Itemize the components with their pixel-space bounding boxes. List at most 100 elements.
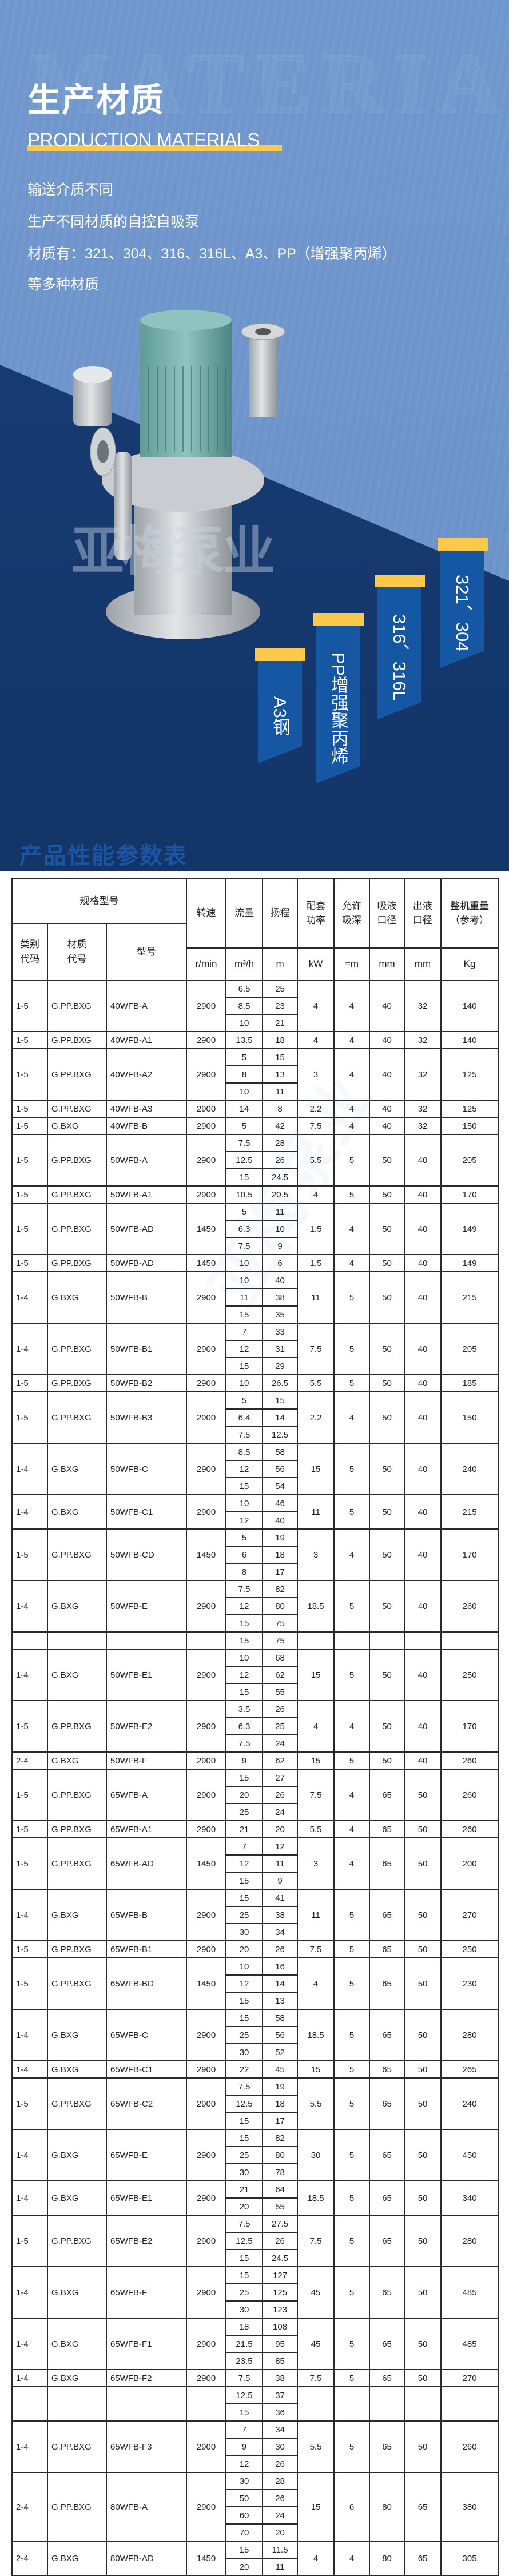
flow-cell: 12 — [225, 1974, 264, 1993]
tag-label: 316、316L — [377, 587, 421, 719]
table-row: 15 75 — [11, 1631, 499, 1650]
power-cell — [297, 1631, 335, 1650]
head-cell: 41 — [262, 1889, 299, 1907]
inlet-cell: 50 — [369, 1374, 405, 1392]
speed-cell: 2900 — [186, 1940, 227, 1958]
flow-cell: 20 — [225, 1786, 264, 1804]
outlet-cell: 32 — [404, 1117, 442, 1135]
power-cell: 7.5 — [297, 1323, 335, 1375]
flow-cell: 12.5 — [225, 2232, 264, 2250]
power-cell: 4 — [297, 980, 335, 1032]
head-cell: 24 — [262, 1803, 299, 1821]
flow-cell: 60 — [225, 2506, 264, 2525]
weight-cell: 340 — [440, 2180, 499, 2216]
suction-lift-cell: 5 — [333, 1649, 371, 1701]
weight-cell: 200 — [440, 1837, 499, 1890]
material-tag-321-304: 321、304 — [438, 538, 488, 668]
head-cell: 24.5 — [262, 1168, 299, 1187]
head-cell: 26 — [262, 1151, 299, 1169]
power-cell: 1.5 — [297, 1254, 335, 1272]
head-cell: 6 — [262, 1254, 299, 1272]
weight-cell: 215 — [440, 1271, 499, 1324]
head-cell: 24.5 — [262, 2249, 299, 2267]
table-subrow: 25 80 — [12, 2146, 498, 2164]
material-cell: G.BXG — [47, 1494, 107, 1530]
table-subrow: 12 62 — [12, 1666, 498, 1684]
material-cell: G.BXG — [47, 2318, 107, 2370]
table-row: 1-4 G.BXG 65WFB-B 2900 15 41 11 5 65 50 270 — [11, 1889, 499, 1941]
head-cell: 13 — [262, 1992, 299, 2010]
model-cell: 50WFB-AD — [105, 1203, 188, 1255]
weight-cell: 280 — [440, 2215, 499, 2267]
table-row: 1-5 G.PP.BXG 65WFB-BD 1450 10 16 4 5 65 50 230 — [11, 1957, 499, 2010]
weight-cell: 149 — [440, 1203, 499, 1255]
weight-cell: 150 — [440, 1391, 499, 1444]
table-row: 1-4 G.BXG 65WFB-E1 2900 21 64 18.5 5 65 50 340 — [11, 2180, 499, 2216]
tag-yellow-bar — [313, 613, 364, 626]
suction-lift-cell: 5 — [333, 1580, 371, 1633]
category-cell: 1-5 — [11, 1048, 48, 1101]
head-cell: 11 — [262, 1854, 299, 1873]
head-cell: 36 — [262, 2403, 299, 2422]
head-cell: 8 — [262, 1100, 299, 1118]
weight-cell: 260 — [440, 1769, 499, 1821]
power-cell: 4 — [297, 1700, 335, 1753]
speed-cell: 2900 — [186, 2318, 227, 2370]
outlet-cell: 50 — [404, 2077, 442, 2130]
head-cell: 82 — [262, 1580, 299, 1598]
table-subrow: 25 24 — [12, 1803, 498, 1821]
suction-lift-cell: 4 — [333, 2541, 371, 2576]
table-row: 1-5 G.PP.BXG 50WFB-A1 2900 10.5 20.5 4 5 50 40 170 — [11, 1185, 499, 1204]
category-cell: 2-4 — [11, 2472, 48, 2542]
head-cell: 34 — [262, 2420, 299, 2439]
flow-cell: 15 — [225, 1614, 264, 1633]
weight-cell — [440, 2386, 499, 2422]
model-cell: 65WFB-BD — [105, 1957, 188, 2010]
suction-lift-cell: 4 — [333, 1100, 371, 1118]
speed-cell: 2900 — [186, 1100, 227, 1118]
tag-label: A3钢 — [258, 661, 302, 763]
weight-cell: 260 — [440, 1751, 499, 1770]
table-subrow: 10 21 — [12, 1014, 498, 1032]
head-cell: 80 — [262, 1597, 299, 1615]
head-cell: 95 — [262, 2335, 299, 2353]
speed-cell: 2900 — [186, 2009, 227, 2061]
speed-cell: 2900 — [186, 1374, 227, 1392]
flow-cell: 5 — [225, 1203, 264, 1221]
flow-cell: 7.5 — [225, 1237, 264, 1255]
power-cell: 3 — [297, 1837, 335, 1890]
material-cell: G.PP.BXG — [47, 1820, 107, 1838]
table-row: 1-5 G.PP.BXG 50WFB-A 2900 7.5 28 5.5 5 50 40 205 — [11, 1134, 499, 1187]
head-cell: 26 — [262, 1700, 299, 1718]
head-cell: 82 — [262, 2129, 299, 2147]
unit-weight: Kg — [440, 947, 499, 981]
table-subrow: 7.5 9 — [12, 1237, 498, 1255]
suction-lift-cell: 4 — [333, 1048, 371, 1101]
model-cell: 65WFB-C2 — [105, 2077, 188, 2130]
table-subrow: 15 24.5 — [12, 2249, 498, 2267]
flow-cell: 10 — [225, 1957, 264, 1976]
flow-cell: 10 — [225, 1494, 264, 1512]
suction-lift-cell: 5 — [333, 1751, 371, 1770]
suction-lift-cell: 4 — [333, 1203, 371, 1255]
unit-outlet: mm — [404, 947, 442, 981]
outlet-cell: 40 — [404, 1391, 442, 1444]
head-cell: 108 — [262, 2318, 299, 2336]
speed-cell: 2900 — [186, 2266, 227, 2319]
header-inlet: 吸液口径 — [369, 878, 405, 949]
model-cell: 50WFB-B1 — [105, 1323, 188, 1375]
hero-subtitle: PRODUCTION MATERIALS — [27, 129, 260, 150]
head-cell: 40 — [262, 1271, 299, 1289]
power-cell: 7.5 — [297, 2369, 335, 2387]
flow-cell: 10 — [225, 1271, 264, 1289]
model-cell: 65WFB-AD — [105, 1837, 188, 1890]
flow-cell: 15 — [225, 1872, 264, 1890]
flow-cell: 12 — [225, 1666, 264, 1684]
table-subrow: 20 26 — [12, 1786, 498, 1804]
header-weight: 整机重量（参考） — [440, 878, 499, 949]
table-row: 1-5 G.PP.BXG 65WFB-A1 2900 21 20 5.5 4 65 50 260 — [11, 1820, 499, 1838]
power-cell: 7.5 — [297, 1769, 335, 1821]
outlet-cell: 50 — [404, 1889, 442, 1941]
suction-lift-cell: 4 — [333, 1700, 371, 1753]
power-cell: 15 — [297, 1443, 335, 1495]
